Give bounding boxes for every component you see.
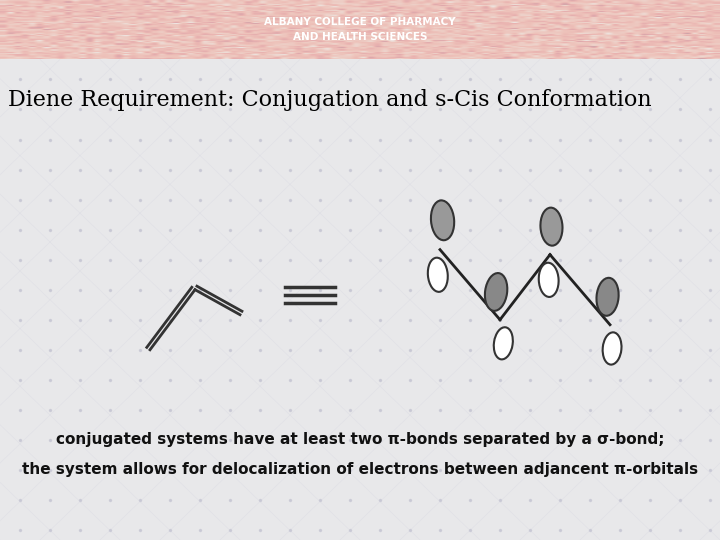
Ellipse shape xyxy=(485,273,508,311)
Text: Diene Requirement: Conjugation and s-Cis Conformation: Diene Requirement: Conjugation and s-Cis… xyxy=(8,90,652,111)
Text: conjugated systems have at least two π-bonds separated by a σ-bond;: conjugated systems have at least two π-b… xyxy=(55,433,665,447)
Ellipse shape xyxy=(431,200,454,240)
Ellipse shape xyxy=(603,332,621,365)
Text: the system allows for delocalization of electrons between adjancent π-orbitals: the system allows for delocalization of … xyxy=(22,462,698,477)
Ellipse shape xyxy=(596,278,618,316)
Ellipse shape xyxy=(428,258,448,292)
Text: ALBANY COLLEGE OF PHARMACY
AND HEALTH SCIENCES: ALBANY COLLEGE OF PHARMACY AND HEALTH SC… xyxy=(264,17,456,42)
Ellipse shape xyxy=(541,208,562,246)
Ellipse shape xyxy=(494,327,513,360)
Ellipse shape xyxy=(539,263,559,297)
